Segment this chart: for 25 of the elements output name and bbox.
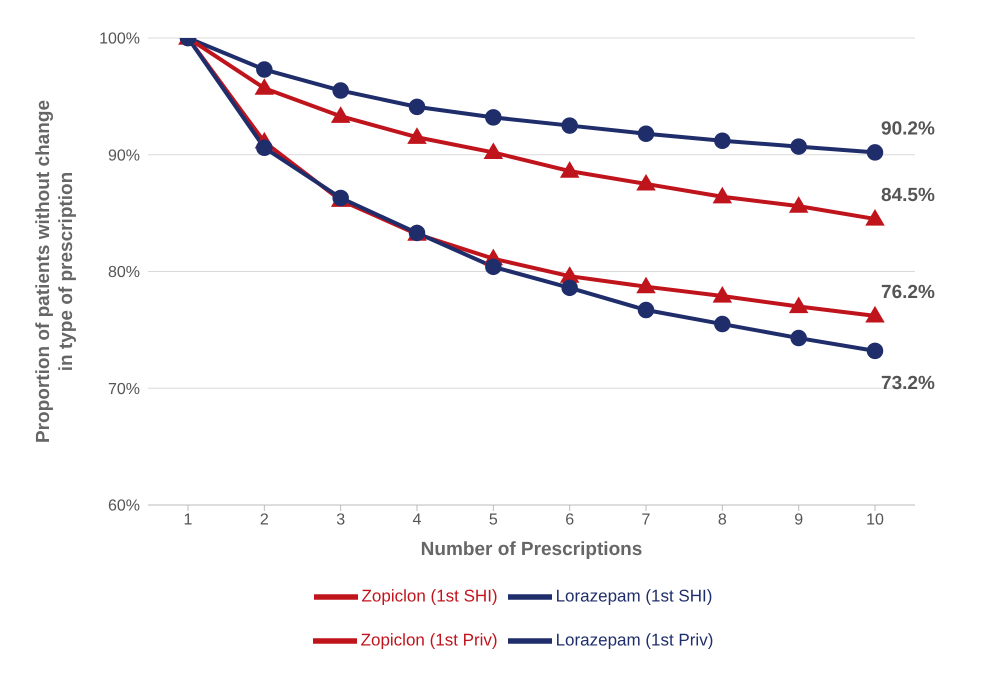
y-tick-label: 60% <box>108 498 140 515</box>
y-tick-label: 90% <box>108 147 140 164</box>
x-tick-label: 8 <box>718 511 727 528</box>
x-tick-label: 3 <box>336 511 346 528</box>
y-tick-label: 100% <box>99 30 140 48</box>
x-tick-label: 9 <box>794 511 804 528</box>
x-tick-label: 7 <box>642 511 651 528</box>
y-axis-title: Proportion of patients without change in type of prescription <box>33 100 77 444</box>
x-tick-label: 5 <box>488 511 498 528</box>
legend-label: Zopiclon (1st Priv) <box>360 630 498 650</box>
x-axis-title: Number of Prescriptions <box>420 539 642 560</box>
x-tick-label: 4 <box>412 511 422 528</box>
x-tick-label: 2 <box>260 511 269 528</box>
legend-label: Zopiclon (1st SHI) <box>362 586 498 606</box>
x-tick-label: 10 <box>866 511 884 528</box>
x-tick-label: 1 <box>184 511 193 528</box>
legend-label: Lorazepam (1st Priv) <box>556 630 714 650</box>
data-label: 90.2% <box>881 118 935 140</box>
data-label: 84.5% <box>881 184 935 206</box>
y-tick-label: 80% <box>108 264 140 282</box>
data-label: 76.2% <box>881 282 935 303</box>
data-label: 73.2% <box>881 372 935 394</box>
legend-label: Lorazepam (1st SHI) <box>556 586 712 606</box>
x-tick-label: 6 <box>565 511 574 528</box>
y-tick-label: 70% <box>108 380 140 398</box>
